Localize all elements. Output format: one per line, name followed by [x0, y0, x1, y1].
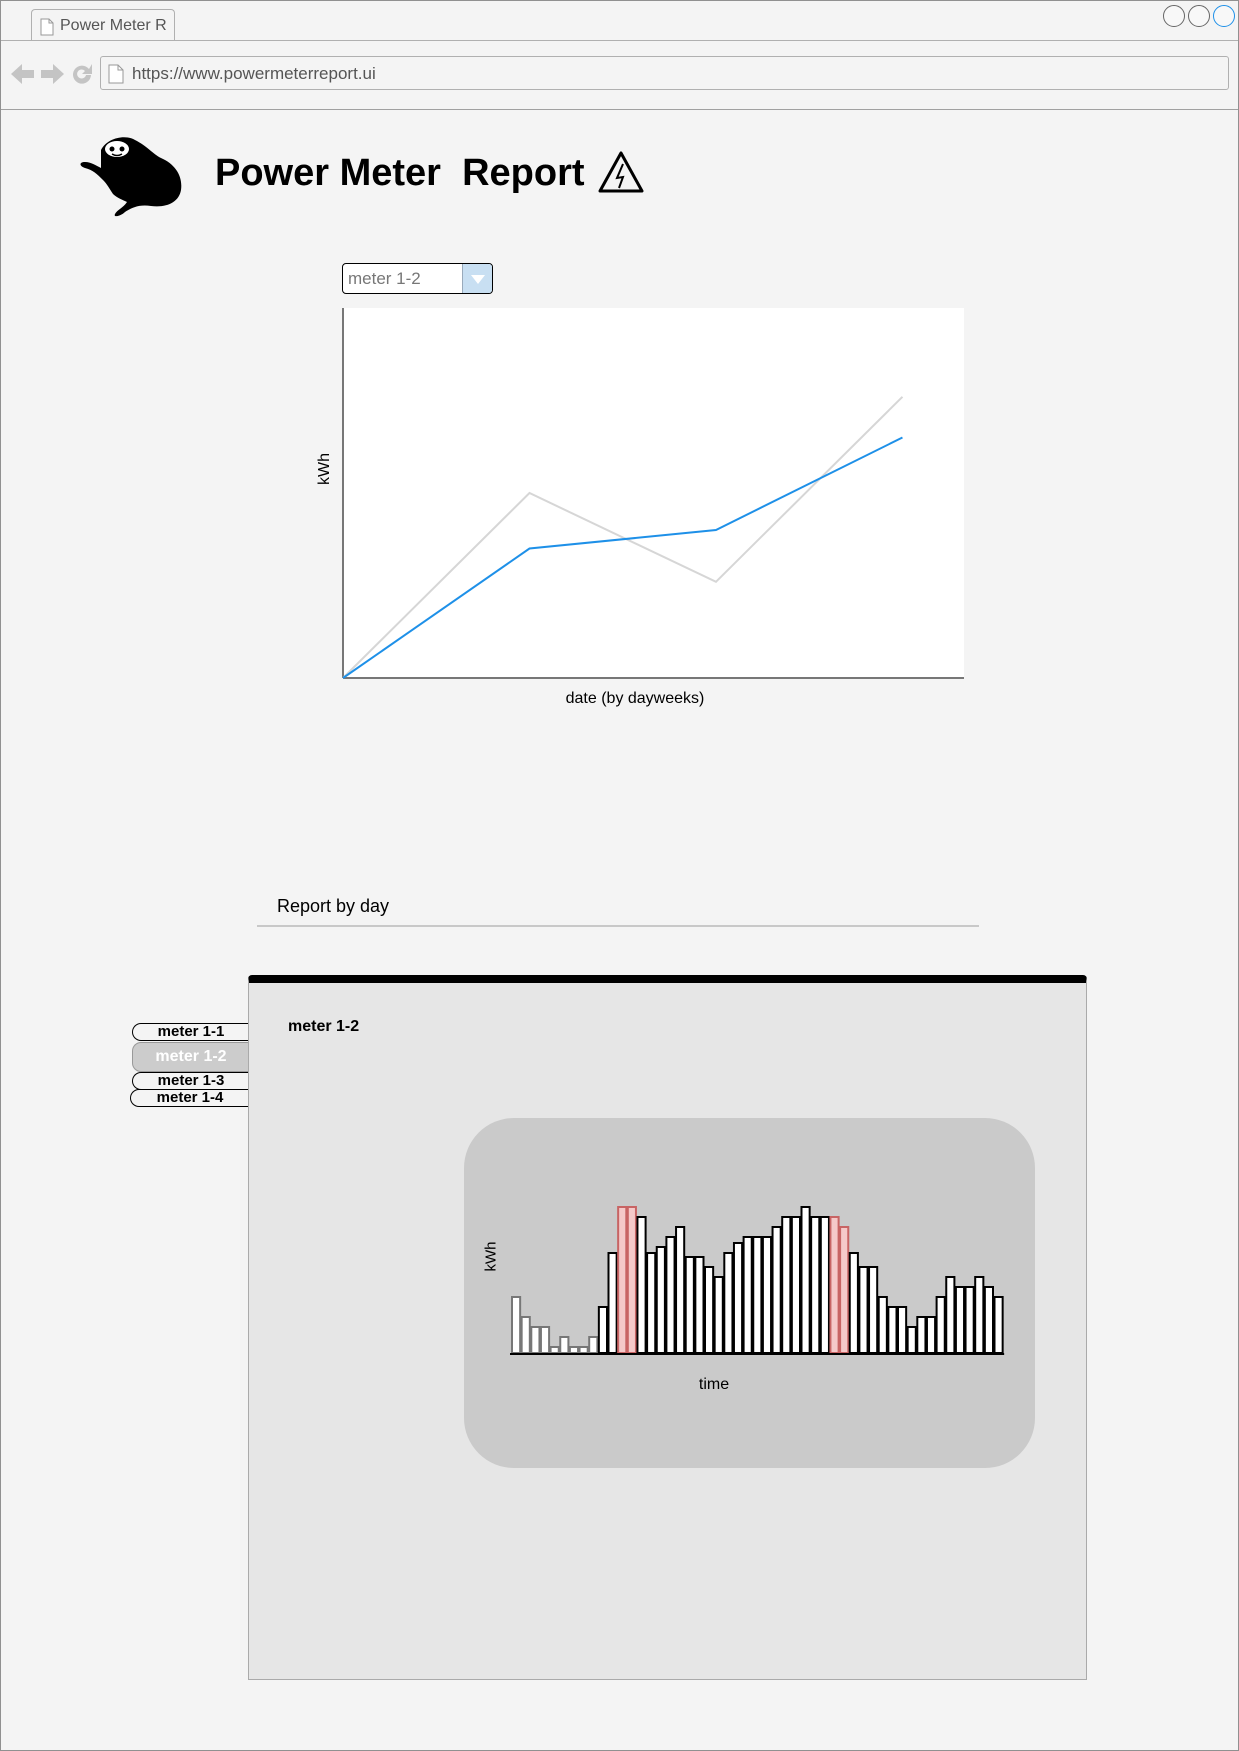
maximize-button[interactable] — [1188, 5, 1210, 27]
bar — [848, 1252, 859, 1354]
bar — [935, 1296, 946, 1354]
bar — [636, 1216, 647, 1354]
tab-meter-1-2[interactable]: meter 1-2 — [132, 1042, 249, 1072]
bar — [742, 1236, 753, 1354]
bar — [810, 1216, 821, 1354]
bar — [655, 1246, 666, 1354]
bar — [839, 1226, 850, 1354]
reload-icon[interactable] — [71, 63, 93, 85]
toolbar-divider — [1, 109, 1238, 110]
bar — [732, 1242, 744, 1354]
bar — [800, 1206, 811, 1354]
browser-tab-title: Power Meter R — [60, 17, 167, 34]
meter-select[interactable]: meter 1-2 — [342, 263, 493, 294]
bar — [983, 1286, 994, 1354]
bar — [829, 1216, 840, 1354]
bar — [868, 1266, 879, 1354]
address-bar[interactable]: https://www.powermeterreport.ui — [100, 56, 1229, 90]
bar — [916, 1316, 927, 1354]
line-chart-plot — [342, 308, 964, 679]
bar — [954, 1286, 966, 1354]
bar — [539, 1326, 551, 1354]
daily-bar-chart: kWh time — [464, 1118, 1035, 1468]
bar — [897, 1306, 908, 1354]
tab-meter-1-1[interactable]: meter 1-1 — [132, 1023, 249, 1041]
section-divider — [257, 925, 979, 927]
bar-y-axis-label: kWh — [482, 1241, 500, 1272]
line-series-1 — [342, 436, 903, 679]
bar — [578, 1346, 589, 1354]
minimize-button[interactable] — [1163, 5, 1185, 27]
page-icon — [40, 18, 54, 36]
bar — [761, 1236, 773, 1354]
bar — [511, 1296, 522, 1354]
bar-chart-plot — [510, 1206, 1005, 1355]
bar — [713, 1276, 724, 1354]
back-arrow-icon[interactable] — [11, 63, 35, 85]
bar — [858, 1266, 869, 1354]
bar — [704, 1266, 715, 1354]
bar — [819, 1216, 830, 1354]
bar — [781, 1216, 792, 1354]
bar — [665, 1236, 676, 1354]
bar — [723, 1252, 734, 1354]
bar — [974, 1276, 985, 1354]
bar — [877, 1296, 888, 1354]
bar — [771, 1226, 782, 1354]
bar — [993, 1296, 1004, 1354]
panel-label: meter 1-2 — [288, 1018, 360, 1035]
bar — [559, 1336, 570, 1354]
bar — [752, 1236, 763, 1354]
bar — [887, 1306, 898, 1354]
line-series-2 — [342, 396, 904, 679]
close-button[interactable] — [1213, 5, 1235, 27]
bar — [694, 1256, 705, 1354]
forward-arrow-icon[interactable] — [40, 63, 64, 85]
bar — [568, 1346, 580, 1354]
page-icon — [108, 64, 124, 84]
page-title: Power Meter Report — [215, 152, 585, 194]
bar — [964, 1286, 975, 1354]
x-axis-label: date (by dayweeks) — [565, 690, 705, 707]
bar — [588, 1336, 599, 1354]
url-text: https://www.powermeterreport.ui — [132, 64, 376, 83]
bar — [790, 1216, 802, 1354]
sloth-logo-icon — [80, 137, 182, 217]
browser-tab[interactable]: Power Meter R — [31, 9, 175, 40]
bar — [626, 1206, 637, 1354]
tab-meter-1-4[interactable]: meter 1-4 — [130, 1089, 249, 1107]
energy-line-chart: kWh date (by dayweeks) — [310, 300, 970, 720]
meter-select-value: meter 1-2 — [348, 269, 421, 288]
tab-strip-divider — [1, 40, 1238, 41]
bar — [646, 1252, 657, 1354]
chevron-down-icon[interactable] — [462, 264, 492, 293]
bar — [549, 1346, 560, 1354]
tab-meter-1-3[interactable]: meter 1-3 — [132, 1072, 249, 1090]
bar — [530, 1326, 541, 1354]
bar — [684, 1256, 695, 1354]
y-axis-label: kWh — [316, 453, 333, 485]
high-voltage-warning-icon — [598, 151, 644, 193]
bar — [607, 1252, 618, 1354]
bar — [675, 1226, 686, 1354]
plot-area — [343, 308, 964, 678]
bar — [925, 1316, 937, 1354]
bar — [617, 1206, 628, 1354]
bar-x-axis-label: time — [698, 1376, 730, 1393]
section-title: Report by day — [277, 896, 390, 916]
bar — [597, 1306, 609, 1354]
bar — [520, 1316, 531, 1354]
bar — [906, 1326, 917, 1354]
bar — [945, 1276, 956, 1354]
